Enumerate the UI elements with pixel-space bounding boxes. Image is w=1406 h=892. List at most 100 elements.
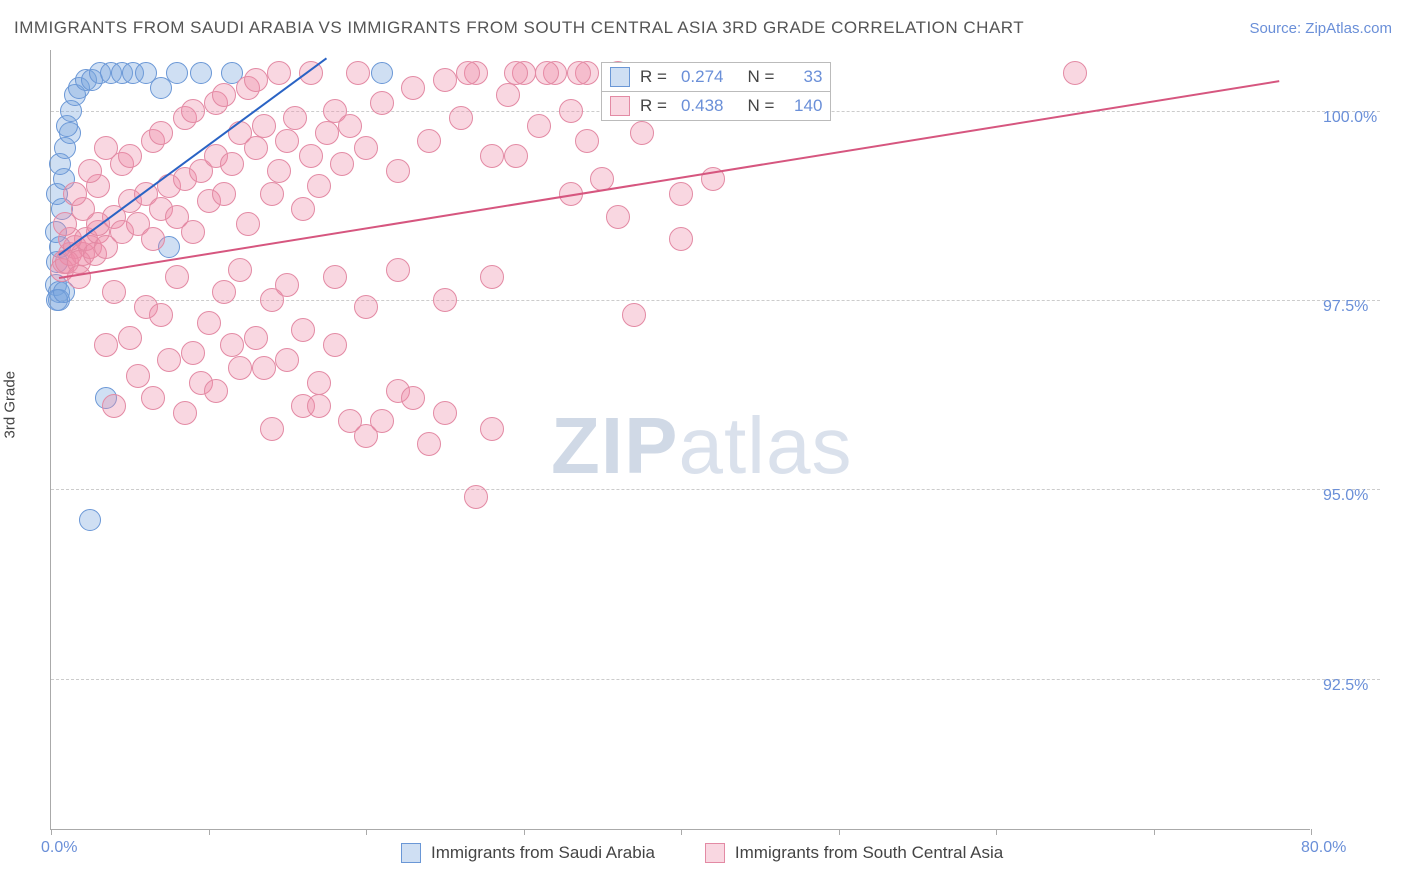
data-point bbox=[338, 114, 362, 138]
legend-swatch bbox=[610, 96, 630, 116]
data-point bbox=[94, 136, 118, 160]
data-point bbox=[323, 265, 347, 289]
data-point bbox=[606, 205, 630, 229]
data-point bbox=[504, 61, 528, 85]
data-point bbox=[141, 227, 165, 251]
x-tick bbox=[1311, 829, 1312, 835]
data-point bbox=[275, 273, 299, 297]
data-point bbox=[371, 62, 393, 84]
data-point bbox=[53, 212, 77, 236]
data-point bbox=[504, 144, 528, 168]
data-point bbox=[79, 509, 101, 531]
data-point bbox=[275, 129, 299, 153]
data-point bbox=[260, 417, 284, 441]
source-label: Source: ZipAtlas.com bbox=[1249, 20, 1392, 37]
data-point bbox=[354, 295, 378, 319]
x-tick bbox=[681, 829, 682, 835]
data-point bbox=[190, 62, 212, 84]
data-point bbox=[149, 121, 173, 145]
data-point bbox=[275, 348, 299, 372]
legend-r-label: R = bbox=[640, 67, 667, 87]
data-point bbox=[669, 227, 693, 251]
data-point bbox=[212, 83, 236, 107]
data-point bbox=[157, 348, 181, 372]
data-point bbox=[449, 106, 473, 130]
data-point bbox=[417, 129, 441, 153]
data-point bbox=[260, 182, 284, 206]
data-point bbox=[126, 364, 150, 388]
data-point bbox=[346, 61, 370, 85]
x-tick bbox=[996, 829, 997, 835]
legend-n-label: N = bbox=[747, 96, 774, 116]
legend-n-label: N = bbox=[747, 67, 774, 87]
data-point bbox=[307, 371, 331, 395]
data-point bbox=[204, 379, 228, 403]
data-point bbox=[307, 394, 331, 418]
data-point bbox=[433, 401, 457, 425]
data-point bbox=[78, 159, 102, 183]
stats-legend-row: R =0.438N =140 bbox=[602, 92, 830, 120]
data-point bbox=[220, 152, 244, 176]
x-tick-label: 80.0% bbox=[1301, 839, 1346, 857]
gridline bbox=[51, 679, 1380, 680]
data-point bbox=[401, 76, 425, 100]
data-point bbox=[480, 265, 504, 289]
data-point bbox=[386, 159, 410, 183]
data-point bbox=[1063, 61, 1087, 85]
data-point bbox=[456, 61, 480, 85]
stats-legend: R =0.274N =33R =0.438N =140 bbox=[601, 62, 831, 121]
data-point bbox=[283, 106, 307, 130]
data-point bbox=[173, 401, 197, 425]
legend-r-value: 0.438 bbox=[681, 96, 724, 116]
data-point bbox=[370, 409, 394, 433]
data-point bbox=[267, 159, 291, 183]
data-point bbox=[181, 341, 205, 365]
data-point bbox=[323, 333, 347, 357]
data-point bbox=[63, 182, 87, 206]
data-point bbox=[141, 386, 165, 410]
data-point bbox=[354, 136, 378, 160]
data-point bbox=[244, 68, 268, 92]
data-point bbox=[291, 318, 315, 342]
chart-title: IMMIGRANTS FROM SAUDI ARABIA VS IMMIGRAN… bbox=[14, 18, 1024, 38]
data-point bbox=[291, 197, 315, 221]
data-point bbox=[181, 220, 205, 244]
x-tick bbox=[839, 829, 840, 835]
data-point bbox=[220, 333, 244, 357]
data-point bbox=[669, 182, 693, 206]
data-point bbox=[149, 303, 173, 327]
data-point bbox=[480, 144, 504, 168]
legend-swatch bbox=[705, 843, 725, 863]
data-point bbox=[535, 61, 559, 85]
gridline bbox=[51, 300, 1380, 301]
data-point bbox=[212, 280, 236, 304]
x-tick bbox=[209, 829, 210, 835]
legend-n-value: 140 bbox=[788, 96, 822, 116]
data-point bbox=[315, 121, 339, 145]
bottom-legend: Immigrants from Saudi Arabia Immigrants f… bbox=[401, 843, 1043, 863]
legend-n-value: 33 bbox=[788, 67, 822, 87]
data-point bbox=[433, 68, 457, 92]
y-tick-label: 100.0% bbox=[1323, 109, 1377, 127]
legend-series-label: Immigrants from South Central Asia bbox=[735, 843, 1003, 863]
data-point bbox=[102, 394, 126, 418]
data-point bbox=[197, 311, 221, 335]
data-point bbox=[228, 258, 252, 282]
data-point bbox=[228, 356, 252, 380]
y-tick-label: 95.0% bbox=[1323, 487, 1368, 505]
data-point bbox=[252, 356, 276, 380]
data-point bbox=[94, 333, 118, 357]
legend-swatch bbox=[401, 843, 421, 863]
x-tick bbox=[366, 829, 367, 835]
data-point bbox=[244, 136, 268, 160]
legend-series-label: Immigrants from Saudi Arabia bbox=[431, 843, 655, 863]
data-point bbox=[417, 432, 441, 456]
data-point bbox=[567, 61, 591, 85]
legend-swatch bbox=[610, 67, 630, 87]
data-point bbox=[244, 326, 268, 350]
x-tick bbox=[51, 829, 52, 835]
stats-legend-row: R =0.274N =33 bbox=[602, 63, 830, 92]
data-point bbox=[118, 144, 142, 168]
data-point bbox=[165, 265, 189, 289]
data-point bbox=[496, 83, 520, 107]
